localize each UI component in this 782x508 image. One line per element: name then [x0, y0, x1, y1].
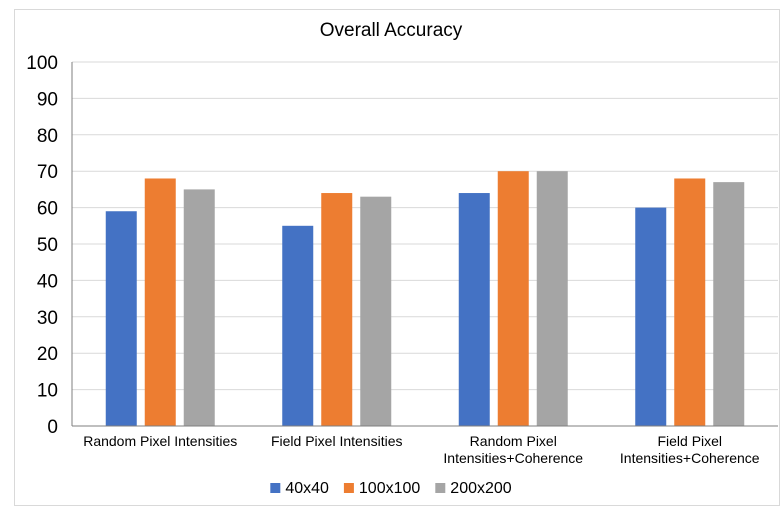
- legend-label: 40x40: [285, 480, 329, 497]
- legend-swatch: [435, 483, 446, 493]
- x-axis: Random Pixel Intensities Field Pixel Inte…: [72, 425, 778, 466]
- bar: [674, 178, 706, 426]
- y-tick-label: 100: [26, 53, 58, 74]
- legend-label: 200x200: [450, 480, 511, 497]
- y-tick-label: 40: [37, 271, 58, 292]
- y-axis: 0 10 20 30 40 50 60 70 80 90 100: [26, 53, 73, 438]
- y-tick-label: 90: [37, 89, 58, 110]
- bar: [282, 225, 314, 426]
- y-tick-label: 10: [37, 381, 58, 402]
- legend-swatch: [343, 483, 354, 493]
- bar: [536, 171, 568, 426]
- bar: [713, 182, 745, 426]
- bar: [360, 196, 392, 426]
- bar: [105, 211, 137, 426]
- y-tick-label: 50: [37, 235, 58, 256]
- y-tick-label: 30: [37, 308, 58, 329]
- chart-title: Overall Accuracy: [319, 20, 463, 41]
- bar: [144, 178, 176, 426]
- gridlines: [72, 61, 778, 391]
- legend: 40x40 100x100 200x200: [270, 480, 512, 497]
- bars: [105, 171, 745, 426]
- bar: [183, 189, 215, 426]
- bar: [635, 207, 667, 426]
- bar: [458, 193, 490, 426]
- legend-label: 100x100: [359, 480, 420, 497]
- y-tick-label: 80: [37, 126, 58, 147]
- x-tick-label: Field Pixel Intensities: [271, 433, 403, 449]
- bar: [321, 193, 353, 426]
- legend-swatch: [270, 483, 281, 493]
- x-tick-label: Field Pixel Intensities+Coherence: [620, 433, 760, 466]
- y-tick-label: 70: [37, 162, 58, 183]
- bar: [497, 171, 529, 426]
- y-tick-label: 20: [37, 344, 58, 365]
- x-tick-label: Random Pixel Intensities: [83, 433, 237, 449]
- y-tick-label: 0: [47, 417, 58, 438]
- x-tick-label: Random Pixel Intensities+Coherence: [443, 433, 583, 466]
- y-tick-label: 60: [37, 199, 58, 220]
